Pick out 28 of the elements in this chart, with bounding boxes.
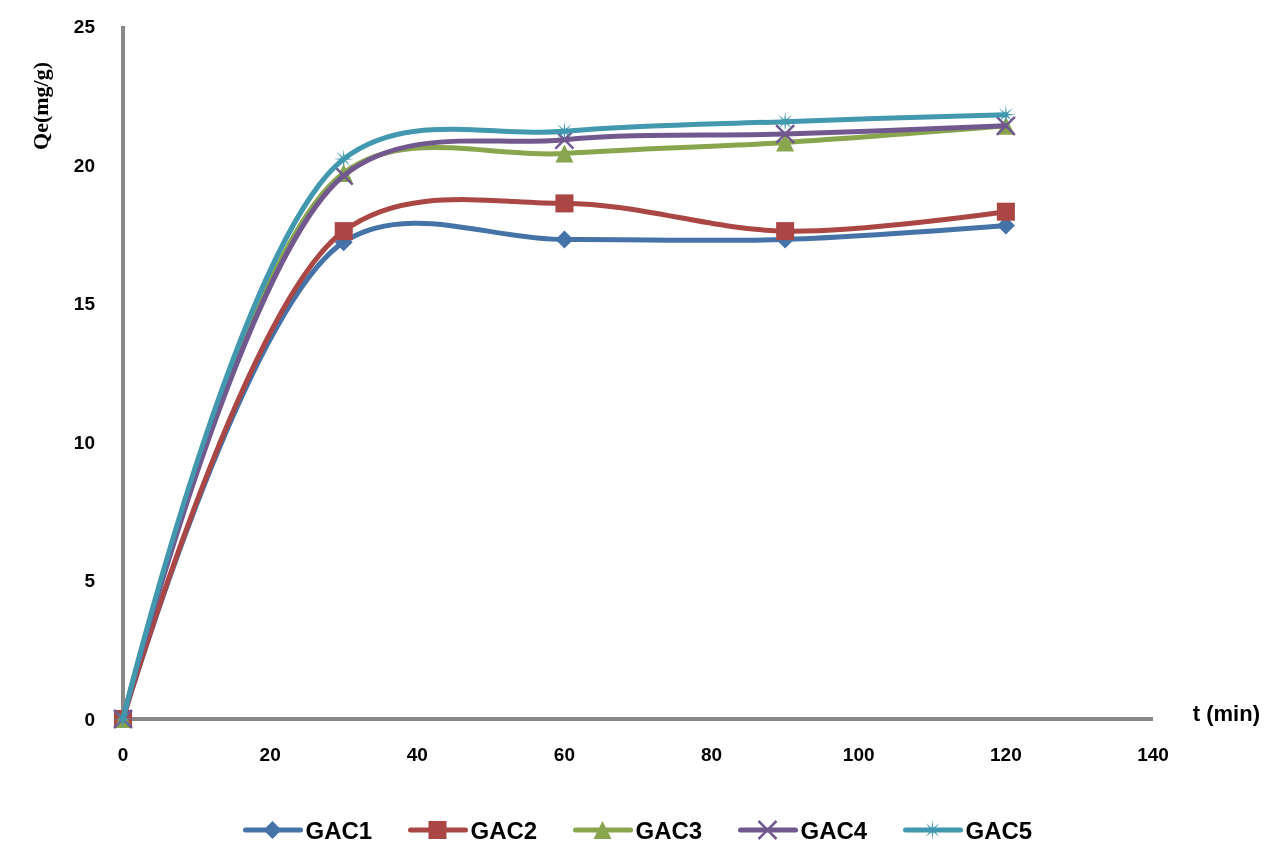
x-tick-label: 80 xyxy=(701,744,723,765)
x-tick-label: 60 xyxy=(553,744,575,765)
y-tick-label: 15 xyxy=(73,293,96,315)
x-tick-label: 20 xyxy=(259,744,281,765)
y-tick-label: 10 xyxy=(73,431,95,453)
legend-label: GAC3 xyxy=(635,817,703,844)
y-tick-label: 25 xyxy=(73,16,96,37)
point xyxy=(554,121,575,142)
x-tick-label: 120 xyxy=(990,744,1022,765)
legend-label: GAC5 xyxy=(965,817,1033,844)
x-tick-label: 100 xyxy=(842,744,875,765)
y-tick-label: 0 xyxy=(84,709,95,730)
legend-label: GAC1 xyxy=(305,817,373,844)
point xyxy=(776,222,795,241)
point xyxy=(555,144,574,163)
y-axis-title: Qe(mg/g) xyxy=(28,62,53,150)
legend-label: GAC2 xyxy=(470,817,538,844)
point xyxy=(996,202,1015,221)
point xyxy=(334,222,353,241)
y-tick-label: 20 xyxy=(73,154,95,176)
x-axis-title: t (min) xyxy=(1192,701,1260,726)
x-tick-label: 40 xyxy=(406,744,428,765)
y-tick-label: 5 xyxy=(84,570,96,592)
x-tick-label: 140 xyxy=(1137,744,1169,765)
legend-label: GAC4 xyxy=(800,817,868,844)
point xyxy=(555,194,574,213)
x-tick-label: 0 xyxy=(117,744,129,765)
point xyxy=(774,123,796,145)
